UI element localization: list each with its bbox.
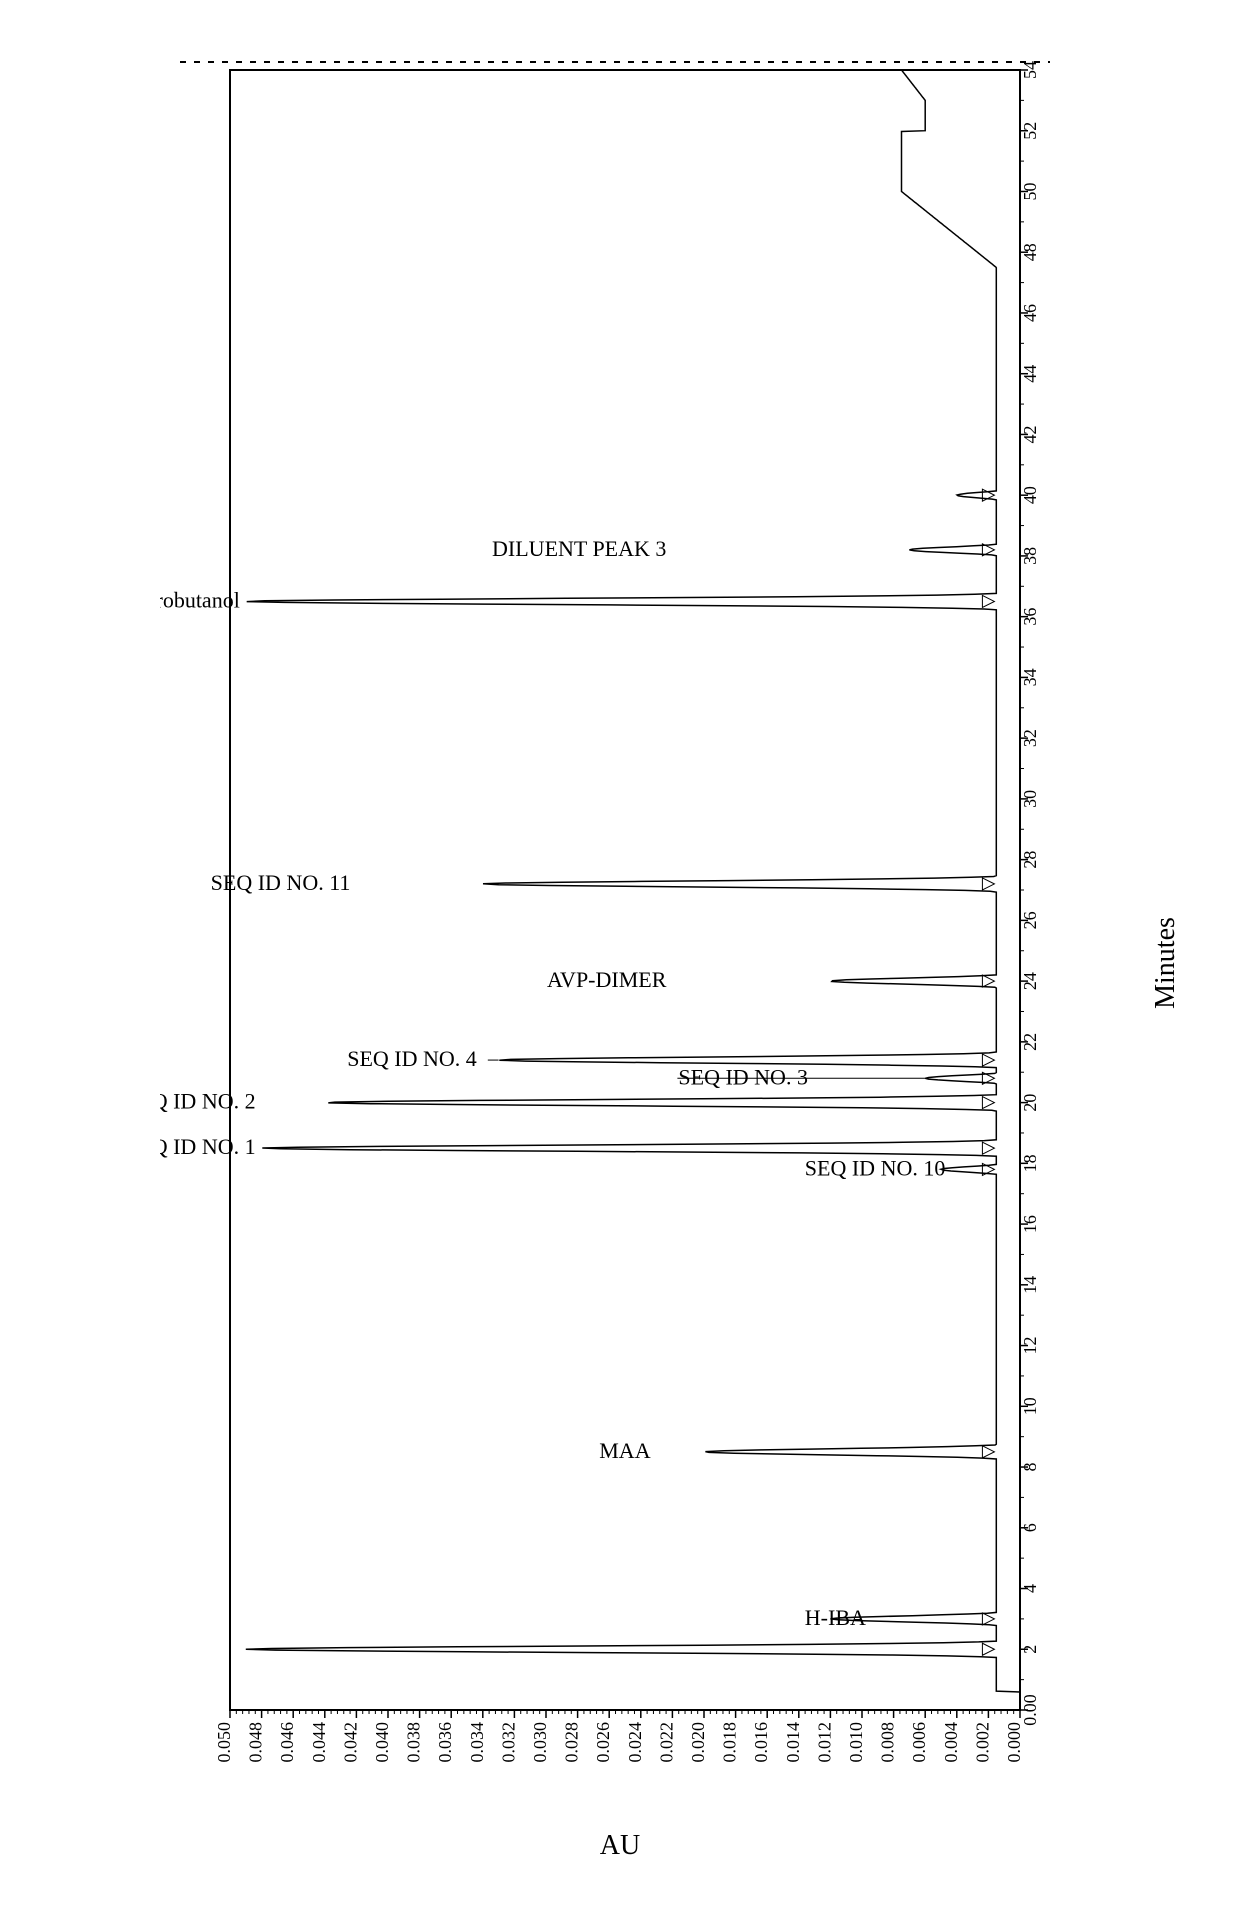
au-tick-label: 0.038	[404, 1722, 424, 1763]
peak-marker-icon	[982, 975, 994, 987]
peak-marker-icon	[982, 1446, 994, 1458]
au-tick-label: 0.030	[530, 1722, 550, 1763]
au-tick-label: 0.050	[214, 1722, 234, 1763]
au-tick-label: 0.034	[467, 1722, 487, 1763]
au-tick-label: 0.022	[656, 1722, 676, 1763]
minutes-tick-label: 16	[1020, 1215, 1040, 1233]
chromatogram-svg: 0.0000.0020.0040.0060.0080.0100.0120.014…	[160, 60, 1060, 1780]
minutes-tick-label: 28	[1020, 851, 1040, 869]
peak-annotation: SEQ ID NO. 11	[211, 870, 351, 895]
chromatogram-chart: 0.0000.0020.0040.0060.0080.0100.0120.014…	[160, 60, 1060, 1780]
peak-marker-icon	[982, 1142, 994, 1154]
y-axis-label: Minutes	[1150, 917, 1182, 1009]
peak-marker-icon	[982, 1097, 994, 1109]
peak-annotation: SEQ ID NO. 4	[347, 1046, 477, 1071]
peak-marker-icon	[982, 878, 994, 890]
minutes-tick-label: 6	[1020, 1523, 1040, 1532]
au-tick-label: 0.000	[1004, 1722, 1024, 1763]
peak-annotation: SEQ ID NO. 2	[160, 1089, 256, 1114]
page: 0.0000.0020.0040.0060.0080.0100.0120.014…	[0, 0, 1240, 1925]
minutes-tick-label: 48	[1020, 243, 1040, 261]
peak-annotation: AVP-DIMER	[547, 967, 667, 992]
au-tick-label: 0.040	[372, 1722, 392, 1763]
minutes-tick-label: 50	[1020, 182, 1040, 200]
au-tick-label: 0.016	[751, 1722, 771, 1763]
minutes-tick-label: 4	[1020, 1584, 1040, 1593]
peak-marker-icon	[982, 1643, 994, 1655]
au-tick-label: 0.014	[783, 1722, 803, 1763]
peak-annotation: SEQ ID NO. 1	[160, 1134, 256, 1159]
minutes-tick-label: 40	[1020, 486, 1040, 504]
minutes-tick-label: 10	[1020, 1397, 1040, 1415]
peak-annotation: SEQ ID NO. 10	[805, 1155, 946, 1180]
minutes-tick-label: 30	[1020, 790, 1040, 808]
x-axis-label: AU	[600, 1830, 640, 1862]
minutes-tick-label: 34	[1020, 668, 1040, 686]
minutes-tick-label: 52	[1020, 122, 1040, 140]
chromatogram-trace	[246, 70, 1020, 1710]
au-tick-label: 0.032	[498, 1722, 518, 1763]
minutes-tick-label: 0.00	[1020, 1694, 1040, 1726]
peak-marker-icon	[982, 1613, 994, 1625]
minutes-tick-label: 54	[1020, 61, 1040, 79]
minutes-tick-label: 12	[1020, 1337, 1040, 1355]
peak-annotation: DILUENT PEAK 3	[492, 536, 666, 561]
peak-annotation: MAA	[599, 1438, 650, 1463]
minutes-tick-label: 42	[1020, 425, 1040, 443]
minutes-tick-label: 2	[1020, 1645, 1040, 1654]
minutes-tick-label: 14	[1020, 1276, 1040, 1294]
au-tick-label: 0.028	[562, 1722, 582, 1763]
peak-annotation: H-IBA	[805, 1605, 866, 1630]
au-tick-label: 0.044	[309, 1722, 329, 1763]
au-tick-label: 0.048	[246, 1722, 266, 1763]
minutes-tick-label: 22	[1020, 1033, 1040, 1051]
au-tick-label: 0.046	[277, 1722, 297, 1763]
peak-marker-icon	[982, 595, 994, 607]
au-tick-label: 0.010	[846, 1722, 866, 1763]
peak-marker-icon	[982, 1054, 994, 1066]
minutes-tick-label: 26	[1020, 911, 1040, 929]
minutes-tick-label: 18	[1020, 1154, 1040, 1172]
au-tick-label: 0.002	[972, 1722, 992, 1763]
minutes-tick-label: 36	[1020, 608, 1040, 626]
minutes-tick-label: 32	[1020, 729, 1040, 747]
minutes-tick-label: 44	[1020, 365, 1040, 383]
minutes-tick-label: 24	[1020, 972, 1040, 990]
au-tick-label: 0.008	[878, 1722, 898, 1763]
minutes-tick-label: 20	[1020, 1094, 1040, 1112]
au-tick-label: 0.036	[435, 1722, 455, 1763]
au-tick-label: 0.006	[909, 1722, 929, 1763]
au-tick-label: 0.026	[593, 1722, 613, 1763]
au-tick-label: 0.042	[340, 1722, 360, 1763]
peak-annotation: Chlorobutanol	[160, 587, 240, 612]
minutes-tick-label: 38	[1020, 547, 1040, 565]
minutes-tick-label: 46	[1020, 304, 1040, 322]
minutes-tick-label: 8	[1020, 1463, 1040, 1472]
au-tick-label: 0.012	[814, 1722, 834, 1763]
au-tick-label: 0.020	[688, 1722, 708, 1763]
peak-annotation: SEQ ID NO. 3	[678, 1064, 808, 1089]
au-tick-label: 0.024	[625, 1722, 645, 1763]
au-tick-label: 0.018	[720, 1722, 740, 1763]
au-tick-label: 0.004	[941, 1722, 961, 1763]
